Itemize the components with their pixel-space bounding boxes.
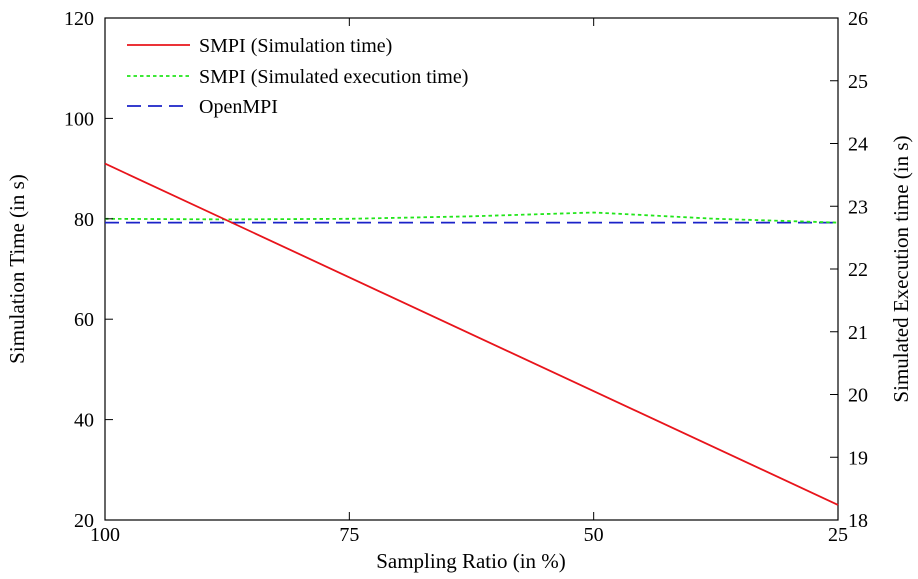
y2-tick-label: 25 (848, 71, 868, 93)
plot-area (104, 17, 839, 521)
series-line-smpi-simulated-execution-time (104, 211, 839, 224)
y2-tick-label: 18 (848, 510, 868, 532)
plot-frame (104, 17, 839, 521)
y-tick-label: 100 (64, 108, 94, 130)
x-ticks: 100 75 50 25 (90, 18, 848, 546)
y2-tick-label: 20 (848, 385, 868, 407)
y-tick-label: 40 (74, 410, 94, 432)
y2-axis-label: Simulated Execution time (in s) (889, 135, 913, 402)
x-axis-label: Sampling Ratio (in %) (376, 549, 566, 573)
y-tick-label: 120 (64, 8, 94, 30)
y2-tick-label: 22 (848, 259, 868, 281)
series-line-smpi-simulation-time (104, 162, 839, 506)
y2-tick-label: 23 (848, 196, 868, 218)
y-tick-label: 20 (74, 510, 94, 532)
series-layer (104, 162, 839, 506)
y2-tick-label: 21 (848, 322, 868, 344)
y2-tick-label: 19 (848, 447, 868, 469)
y2-tick-label: 24 (848, 134, 868, 156)
y-axis-label: Simulation Time (in s) (5, 174, 29, 364)
y-ticks: 20 40 60 80 100 120 (64, 8, 113, 532)
y2-ticks: 18 19 20 21 22 23 24 25 26 (830, 8, 868, 532)
legend-label-simulation-time: SMPI (Simulation time) (199, 35, 392, 57)
legend-label-simulated-execution-time: SMPI (Simulated execution time) (199, 66, 468, 88)
x-tick-label: 25 (828, 524, 848, 546)
y2-tick-label: 26 (848, 8, 868, 30)
x-tick-label: 50 (584, 524, 604, 546)
legend: SMPI (Simulation time) SMPI (Simulated e… (127, 35, 468, 118)
y-tick-label: 60 (74, 309, 94, 331)
x-tick-label: 100 (90, 524, 120, 546)
y-tick-label: 80 (74, 209, 94, 231)
x-tick-label: 75 (339, 524, 359, 546)
legend-label-openmpi: OpenMPI (199, 96, 278, 118)
